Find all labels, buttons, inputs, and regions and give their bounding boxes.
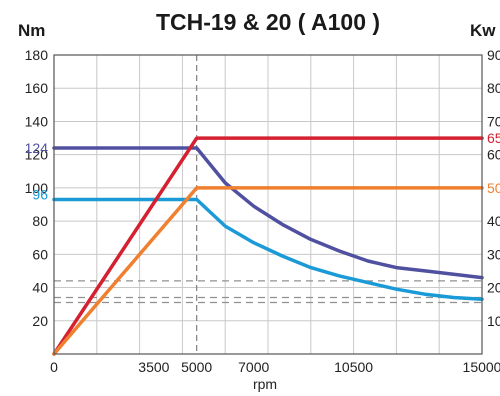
- y-left-tick-160: 160: [25, 80, 49, 96]
- x-tick-10500: 10500: [334, 359, 373, 375]
- annotation-right-50: 50: [487, 180, 500, 196]
- series-line-3: [52, 186, 484, 356]
- series-line-0: [52, 146, 484, 280]
- x-tick-3500: 3500: [138, 359, 169, 375]
- y-right-tick-80: 80: [487, 80, 500, 96]
- series-group: [52, 136, 484, 356]
- plot-frame: [53, 54, 483, 355]
- y-left-tick-140: 140: [25, 113, 49, 129]
- annotation-left-96: 96: [32, 187, 48, 203]
- y-right-tick-40: 40: [487, 213, 500, 229]
- y-left-tick-80: 80: [32, 213, 48, 229]
- x-tick-15000: 15000: [463, 359, 500, 375]
- y-left-tick-120: 120: [25, 147, 49, 163]
- y-left-tick-180: 180: [25, 47, 49, 63]
- x-tick-5000: 5000: [181, 359, 212, 375]
- series-line-2: [52, 136, 484, 356]
- y-right-tick-60: 60: [487, 147, 500, 163]
- x-tick-7000: 7000: [238, 359, 269, 375]
- y-right-tick-70: 70: [487, 113, 500, 129]
- y-right-tick-30: 30: [487, 246, 500, 262]
- x-tick-0: 0: [50, 359, 58, 375]
- y-left-tick-60: 60: [32, 246, 48, 262]
- y-right-tick-90: 90: [487, 47, 500, 63]
- annotation-right-65: 65: [487, 130, 500, 146]
- chart-title: TCH-19 & 20 ( A100 ): [156, 9, 380, 35]
- tick-labels: 20 40 60 80 100 120 140 160 180 10 20 30 40 60 70 80 90 0…: [25, 47, 500, 375]
- y-right-tick-20: 20: [487, 280, 500, 296]
- x-axis-label: rpm: [253, 376, 277, 392]
- y-left-axis-label: Nm: [18, 21, 45, 40]
- series-line-1: [52, 197, 484, 301]
- y-right-axis-label: Kw: [470, 21, 496, 40]
- grid: [54, 54, 482, 354]
- y-left-tick-100: 100: [25, 180, 49, 196]
- annotation-left-124: 124: [25, 140, 49, 156]
- plot-border: [53, 54, 483, 355]
- y-left-tick-20: 20: [32, 313, 48, 329]
- y-right-tick-10: 10: [487, 313, 500, 329]
- y-left-tick-40: 40: [32, 280, 48, 296]
